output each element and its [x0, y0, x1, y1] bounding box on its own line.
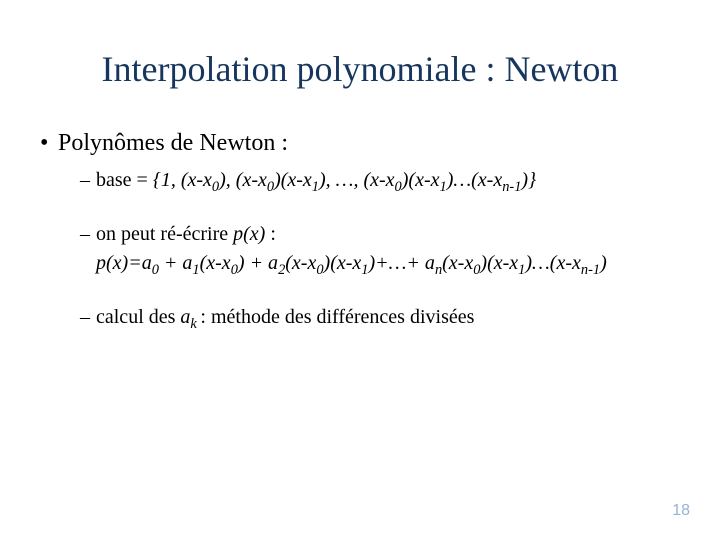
px-expansion: p(x)=a0 + a1(x-x0) + a2(x-x0)(x-x1)+…+ a… [96, 251, 700, 277]
dash-icon: – [80, 305, 96, 331]
calc-post: : méthode des différences divisées [200, 306, 474, 328]
slide-title: Interpolation polynomiale : Newton [0, 48, 720, 90]
page-number: 18 [672, 502, 690, 520]
dash-icon: – [80, 222, 96, 248]
bullet-calc: –calcul des ak : méthode des différences… [80, 305, 700, 331]
bullet-base: –base = {1, (x-x0), (x-x0)(x-x1), …, (x-… [80, 168, 700, 194]
calc-ak: ak [180, 306, 200, 328]
base-set: {1, (x-x0), (x-x0)(x-x1), …, (x-x0)(x-x1… [153, 169, 536, 191]
px-formula: p(x)=a0 + a1(x-x0) + a2(x-x0)(x-x1)+…+ a… [96, 252, 607, 274]
rewrite-px: p(x) [233, 223, 265, 245]
calc-pre: calcul des [96, 306, 180, 328]
bullet-level1: •Polynômes de Newton : [40, 128, 700, 158]
base-label: base = [96, 169, 153, 191]
slide-body: •Polynômes de Newton : –base = {1, (x-x0… [40, 128, 700, 334]
spacer [40, 198, 700, 222]
level1-text: Polynômes de Newton : [58, 130, 288, 156]
rewrite-pre: on peut ré-écrire [96, 223, 233, 245]
bullet-dot-icon: • [40, 128, 58, 158]
rewrite-post: : [265, 223, 276, 245]
bullet-rewrite: –on peut ré-écrire p(x) : [80, 222, 700, 248]
dash-icon: – [80, 168, 96, 194]
spacer [40, 281, 700, 305]
slide: Interpolation polynomiale : Newton •Poly… [0, 0, 720, 540]
